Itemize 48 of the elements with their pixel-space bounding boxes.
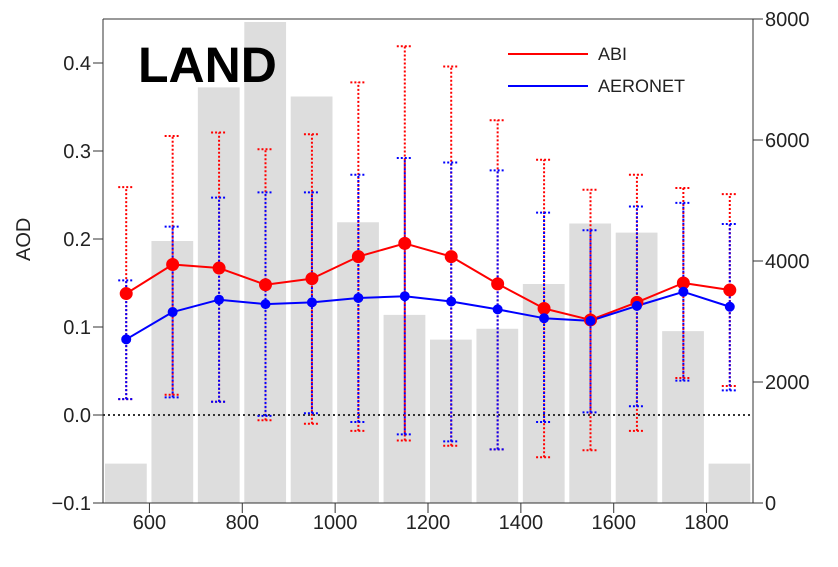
- y-tick-label: 0.0: [63, 405, 91, 428]
- legend-label: AERONET: [598, 76, 686, 96]
- point: [259, 278, 272, 292]
- point: [168, 307, 178, 318]
- point: [212, 262, 226, 275]
- annotation: LAND: [138, 36, 277, 94]
- x-tick-label: 1600: [591, 512, 636, 534]
- point: [352, 250, 365, 264]
- legend-label: ABI: [598, 44, 628, 64]
- y-tick-label: 0.3: [63, 141, 91, 164]
- x-tick-label: 1000: [312, 512, 358, 534]
- y2-tick-label: 4000: [765, 251, 810, 274]
- point: [353, 292, 364, 303]
- y-tick-label: 0.4: [63, 53, 91, 76]
- y2-tick-label: 8000: [765, 9, 810, 32]
- y-tick-label: 0.2: [63, 229, 91, 252]
- point: [166, 258, 180, 272]
- x-tick-label: 600: [132, 512, 166, 534]
- point: [214, 294, 224, 305]
- x-tick-label: 1200: [406, 512, 450, 534]
- point: [723, 284, 736, 297]
- point: [446, 296, 456, 306]
- y-tick-label: 0.1: [63, 317, 91, 340]
- x-tick-label: 1400: [498, 512, 544, 534]
- point: [492, 304, 503, 314]
- point: [260, 299, 270, 310]
- point: [678, 286, 688, 297]
- point: [539, 313, 550, 324]
- x-tick-label: 1800: [684, 512, 729, 534]
- x-tick-label: 800: [226, 512, 259, 534]
- y2-tick-label: 0: [765, 493, 776, 516]
- point: [724, 302, 735, 312]
- point: [400, 291, 410, 302]
- y2-tick-label: 2000: [765, 372, 810, 394]
- point: [120, 287, 133, 300]
- point: [491, 277, 504, 290]
- point: [398, 236, 412, 250]
- point: [444, 250, 458, 264]
- point: [305, 272, 318, 286]
- y2-tick-label: 6000: [765, 130, 810, 152]
- point: [586, 316, 596, 326]
- y-axis-title: AOD: [13, 218, 36, 261]
- point: [676, 276, 690, 290]
- point: [121, 334, 132, 344]
- point: [632, 300, 642, 311]
- point: [538, 302, 551, 316]
- y-tick-label: −0.1: [52, 493, 91, 516]
- point: [306, 297, 317, 308]
